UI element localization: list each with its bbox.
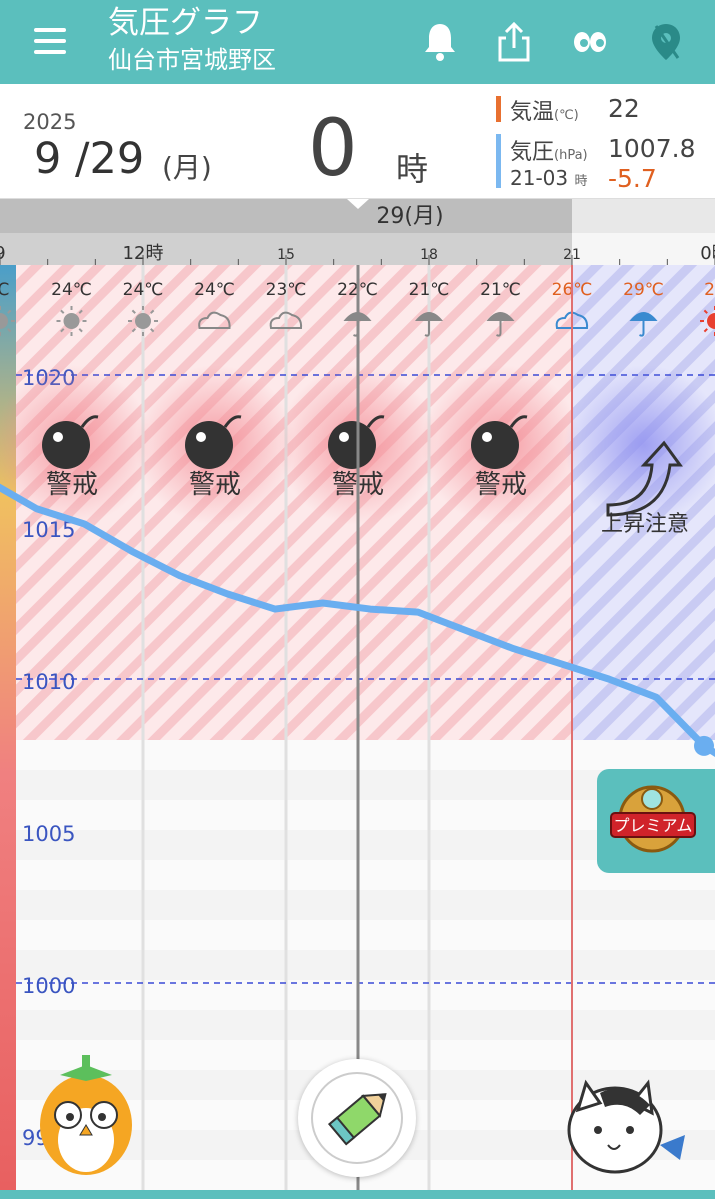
sunny-icon	[128, 306, 158, 336]
date-label: 9 /29	[34, 134, 145, 184]
sunny-icon	[56, 306, 87, 336]
weekday-label: (月)	[162, 151, 212, 184]
alert-label: 警戒	[189, 470, 241, 500]
cloudy-icon	[269, 311, 303, 329]
forecast-temp: 21℃	[480, 280, 521, 300]
sunny-icon	[0, 306, 15, 336]
forecast-temp: 21℃	[409, 280, 450, 300]
premium-label: プレミアム	[614, 816, 693, 835]
current-pressure-point	[694, 735, 714, 756]
current-time-pointer	[347, 199, 369, 209]
forecast-temp: 24℃	[123, 280, 164, 300]
app-bar: 気圧グラフ 仙台市宮城野区	[0, 0, 715, 84]
eyes-icon[interactable]	[570, 20, 610, 64]
memo-button-ring	[311, 1072, 403, 1164]
pencil-icon	[328, 1093, 387, 1146]
forecast-temp: 24℃	[51, 280, 92, 300]
premium-badge-icon: プレミアム	[610, 785, 696, 853]
timeline-next-day-band	[572, 199, 715, 233]
timeline-ruler[interactable]: 29(月) 912時1518210時36912時1	[0, 199, 715, 265]
pressure-value: 1007.8	[608, 134, 696, 163]
hour-tick-label: 12時	[123, 243, 164, 264]
alert-label: 警戒	[475, 470, 527, 500]
app-title: 気圧グラフ	[108, 5, 263, 41]
alert-label: 警戒	[46, 470, 98, 500]
sunny-icon	[700, 306, 715, 336]
share-icon[interactable]	[494, 20, 534, 64]
temperature-label: 気温(℃)	[510, 100, 579, 125]
forecast-temp: 26	[704, 280, 715, 300]
forecast-temp: 23℃	[266, 280, 307, 300]
year-label: 2025	[23, 110, 77, 134]
menu-icon[interactable]	[34, 28, 66, 56]
timeline-hour-band-future	[572, 233, 715, 265]
bottom-bar	[0, 1190, 715, 1199]
forecast-temp: ℃	[0, 280, 10, 300]
y-tick-label: 1005	[22, 822, 75, 846]
hour-tick-label: 0時	[700, 243, 715, 264]
umbrella-icon	[629, 312, 658, 337]
alert-glow	[564, 365, 715, 525]
bomb-icon	[471, 415, 528, 469]
timeline-day-label: 29(月)	[376, 204, 443, 229]
bell-icon[interactable]	[420, 20, 460, 64]
range-label: 21-03 時	[510, 166, 588, 190]
pressure-label: 気圧(hPa)	[510, 140, 588, 165]
premium-button[interactable]: プレミアム	[597, 769, 715, 873]
bomb-icon	[328, 415, 385, 469]
pressure-chart[interactable]: 10201015101010051000995 ℃24℃24℃24℃23℃22℃…	[0, 265, 715, 1190]
umbrella-icon	[486, 312, 515, 337]
owl-mascot[interactable]	[40, 1055, 132, 1175]
rising-arrows-icon	[606, 440, 683, 517]
pressure-legend-bar	[496, 134, 501, 188]
location-label[interactable]: 仙台市宮城野区	[108, 46, 276, 74]
location-pin-icon[interactable]	[646, 20, 686, 64]
cat-mascot[interactable]	[567, 1079, 685, 1174]
temperature-legend-bar	[496, 96, 501, 122]
pressure-change: -5.7	[608, 164, 657, 193]
bomb-icon	[185, 415, 242, 469]
hour-unit: 時	[396, 150, 429, 188]
bomb-icon	[42, 415, 99, 469]
umbrella-icon	[415, 312, 443, 337]
y-tick-label: 1010	[22, 670, 75, 694]
cloudy-icon	[198, 311, 231, 329]
temperature-value: 22	[608, 94, 640, 123]
memo-button[interactable]	[298, 1059, 416, 1177]
hour-tick-label: 9	[0, 243, 6, 264]
y-tick-label: 1000	[22, 974, 75, 998]
forecast-temp: 24℃	[194, 280, 235, 300]
forecast-temp: 29℃	[623, 280, 664, 300]
info-panel: 2025 9 /29 (月) 0 時 気温(℃) 22 気圧(hPa) 1007…	[0, 84, 715, 199]
hour-value: 0	[308, 104, 358, 194]
timeline-day-band	[0, 199, 572, 233]
alert-label: 上昇注意	[601, 512, 689, 537]
